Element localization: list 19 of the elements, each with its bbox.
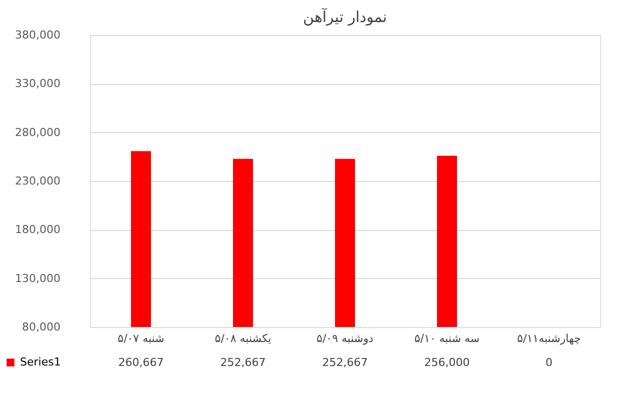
y-tick-label: 330,000: [15, 77, 60, 90]
y-tick-label: 130,000: [15, 272, 60, 285]
x-tick-label: سه شنبه ۵/۱۰: [414, 332, 480, 345]
text: 0: [546, 356, 552, 369]
y-tick-label: 80,000: [22, 320, 60, 334]
y-tick-label: 180,000: [15, 223, 60, 236]
x-tick-label: دوشنبه ۵/۰۹: [316, 332, 374, 345]
y-tick-label: 230,000: [15, 174, 60, 188]
x-tick-label: شنبه ۵/۰۷: [118, 332, 164, 345]
x-tick-label: یکشنبه ۵/۰۸: [214, 332, 272, 345]
data-label: 260,667: [118, 356, 164, 369]
data-label: 252,667: [220, 356, 266, 369]
x-tick-label: چهارشنبه۵/۱۱: [517, 332, 581, 345]
legend-label: Series1: [20, 356, 61, 368]
data-label: 256,000: [424, 356, 470, 369]
data-label: 252,667: [322, 356, 368, 369]
y-tick-label: 380,000: [15, 28, 60, 42]
y-tick-label: 280,000: [15, 126, 60, 139]
chart-title: نمودار تیرآهن: [303, 7, 387, 26]
